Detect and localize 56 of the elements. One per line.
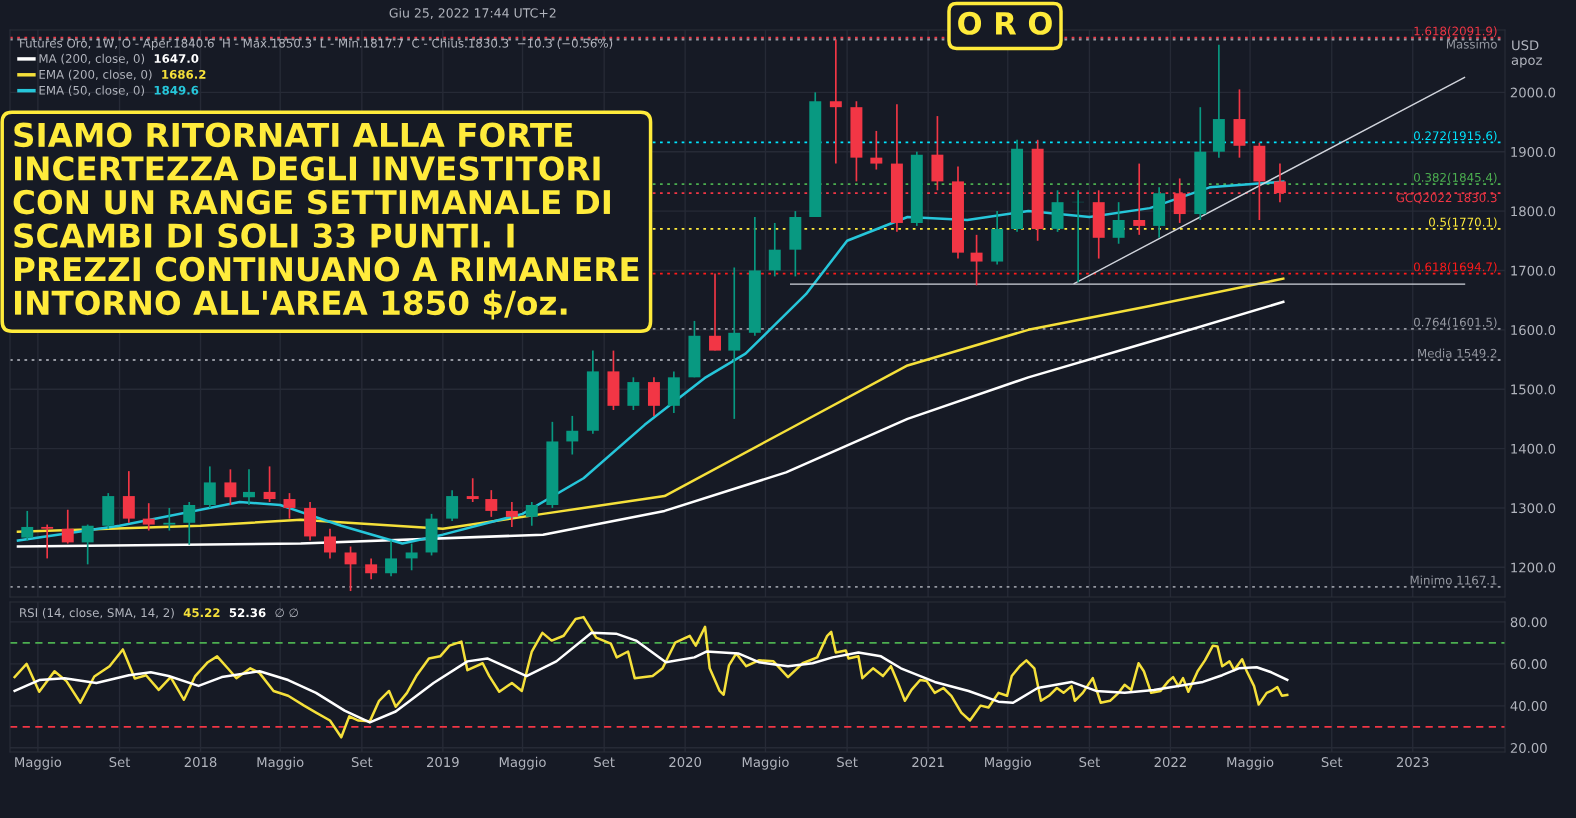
annotation: 1647.0 [154,54,199,63]
y-axis-title: USD apoz [1511,40,1542,68]
ref-line-label: 0.272(1915.6) [1413,131,1497,142]
y-tick-label: 1700.0 [1511,265,1556,276]
legend-label: EMA (200, close, 0) [39,69,152,81]
annotation: 1686.2 [162,69,206,79]
x-tick-label: Maggio [742,756,789,770]
ref-line-label: 0.764(1601.5) [1413,317,1497,329]
x-tick-label: Set [351,757,373,768]
x-tick-label: 2020 [669,757,702,768]
x-tick-label: Set [594,757,615,768]
legend-label: EMA (50, close, 0) [39,85,145,97]
ref-line-label: GCQ2022 1830.3 [1396,193,1497,204]
x-tick-label: Set [1079,757,1100,768]
annotation: SIAMO RITORNATI ALLA FORTE INCERTEZZA DEGLI INVESTITORI CON UN RANGE SETTIMANALE DI SCAMBI DI SOLI 33 PUNTI. I PREZZI CONTINUANO A RIMANERE INTORNO ALL'AREA 1850 $/oz. [13,122,639,320]
x-tick-label: Maggio [985,756,1032,770]
text: Giu 25, 2022 17:44 UTC+2 [389,7,556,19]
x-tick-label: Set [1321,757,1343,768]
y-tick-label: 40.00 [1510,701,1547,712]
ref-line-label: 0.5(1770.1) [1429,217,1497,228]
y-tick-label: 2000.0 [1510,87,1556,98]
y-tick-label: 1900.0 [1511,146,1556,157]
x-tick-label: 2018 [184,757,217,768]
x-tick-label: Set [837,757,858,768]
x-tick-label: Maggio [15,756,62,770]
y-tick-label: 1200.0 [1511,562,1556,573]
y-tick-label: 1600.0 [1511,325,1556,336]
annotation: 45.22 [183,608,220,618]
x-tick-label: 2022 [1154,757,1186,768]
ref-line-label: 0.618(1694.7) [1413,262,1497,273]
y-tick-label: 1400.0 [1511,443,1556,454]
y-tick-label: 20.00 [1510,743,1547,753]
ref-line-label: Massimo [1446,39,1497,49]
ref-line-label: 1.618(2091.9) [1414,26,1497,37]
x-tick-label: Set [109,757,131,768]
x-tick-label: 2019 [427,757,459,768]
ref-line-label: 0.382(1845.4) [1413,172,1497,184]
y-tick-label: 1800.0 [1511,206,1556,217]
ref-line-label: Media 1549.2 [1418,348,1497,358]
x-tick-label: Maggio [1227,756,1274,770]
y-tick-label: 80.00 [1510,617,1547,628]
chart-title: RSI (14, close, SMA, 14, 2) [20,608,174,619]
x-tick-label: Maggio [499,756,546,770]
annotation: ∅ ∅ [275,608,298,618]
annotation: 1849.6 [154,85,199,95]
legend-label: MA (200, close, 0) [39,53,145,65]
x-tick-label: 2021 [912,757,944,768]
annotation: 52.36 [229,608,266,618]
chart-title: O R O [958,11,1052,35]
y-tick-label: 60.00 [1510,659,1547,670]
y-tick-label: 1500.0 [1511,384,1556,395]
y-tick-label: 1300.0 [1511,503,1556,514]
ref-line-label: Minimo 1167.1 [1410,575,1497,585]
x-tick-label: Maggio [257,756,304,770]
annotation: Futures Oro, 1W, O - Aper.1840.6 H - Max.1850.3 L - Min.1817.7 C - Chius.1830.3 −10.3 (−0.56%) [20,38,613,50]
x-tick-label: 2023 [1396,757,1429,768]
